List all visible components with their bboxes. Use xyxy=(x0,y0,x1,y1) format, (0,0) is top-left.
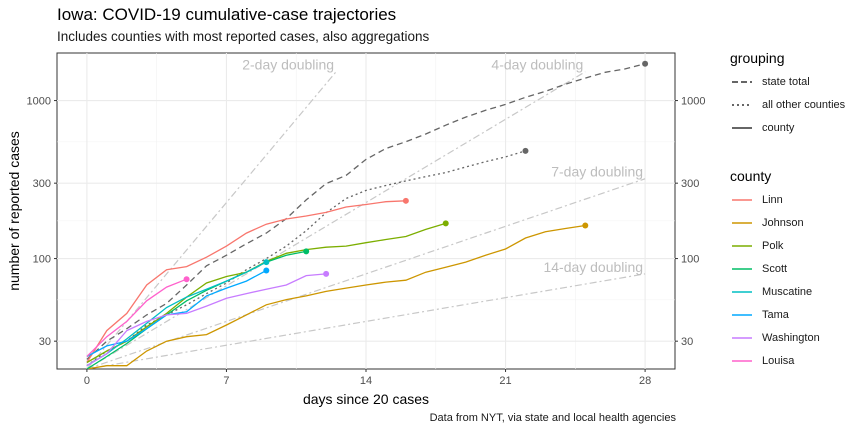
y-axis-title: number of reported cases xyxy=(6,131,22,291)
legend-key-tama xyxy=(732,313,752,316)
chart-subtitle: Includes counties with most reported cas… xyxy=(57,29,430,44)
legend-key-scott xyxy=(732,267,752,270)
x-axis-title: days since 20 cases xyxy=(303,391,429,407)
series-endpoint-johnson xyxy=(582,222,589,229)
legend-label-johnson: Johnson xyxy=(762,216,804,229)
series-line-tama xyxy=(86,269,267,358)
y-tick-label-right: 300 xyxy=(681,178,699,190)
series-endpoint-polk xyxy=(442,220,449,227)
chart-caption: Data from NYT, via state and local healt… xyxy=(429,412,676,424)
y-tick-label-left: 30 xyxy=(39,336,51,348)
series-endpoint-tama xyxy=(263,267,270,274)
x-tick-label: 21 xyxy=(499,375,511,387)
doubling-label: 14-day doubling xyxy=(543,259,643,275)
series-line-muscatine xyxy=(86,261,267,367)
series-line-louisa xyxy=(86,278,187,357)
legend-label-louisa: Louisa xyxy=(762,354,795,367)
legend-label-washington: Washington xyxy=(762,331,820,344)
legend-key-johnson xyxy=(732,221,752,224)
legend-label-tama: Tama xyxy=(762,308,789,321)
legend-key-all-other-counties xyxy=(732,103,752,106)
series-line-linn xyxy=(86,200,406,363)
legend-county-title: county xyxy=(730,168,772,184)
doubling-label: 7-day doubling xyxy=(551,164,643,180)
legend-label-linn: Linn xyxy=(762,193,783,206)
legend-key-muscatine xyxy=(732,290,752,293)
y-tick-label-right: 1000 xyxy=(681,96,705,108)
legend-label-county: county xyxy=(762,121,795,134)
legend-item-all-other-counties: all other counties xyxy=(730,93,845,116)
chart-title: Iowa: COVID-19 cumulative-case trajector… xyxy=(57,5,397,24)
legend-key-county xyxy=(732,126,752,129)
doubling-label: 4-day doubling xyxy=(491,57,583,73)
legend-item-linn: Linn xyxy=(730,188,820,211)
series-line-state-total xyxy=(86,63,646,360)
legend-grouping-title: grouping xyxy=(730,50,785,66)
series-line-washington xyxy=(86,273,327,367)
legend-county: county Linn Johnson Polk Scott Muscatine Tama… xyxy=(730,168,820,372)
series-endpoint-washington xyxy=(323,270,330,277)
legend-item-tama: Tama xyxy=(730,303,820,326)
series-endpoint-louisa xyxy=(183,276,190,283)
doubling-line xyxy=(86,273,646,369)
legend-key-linn xyxy=(732,198,752,201)
y-tick-label-left: 300 xyxy=(33,178,51,190)
legend-key-polk xyxy=(732,244,752,247)
legend-item-johnson: Johnson xyxy=(730,211,820,234)
y-tick-label-left: 100 xyxy=(33,254,51,266)
legend-item-washington: Washington xyxy=(730,326,820,349)
legend-label-state-total: state total xyxy=(762,75,810,88)
legend-item-louisa: Louisa xyxy=(730,349,820,372)
legend-grouping: grouping state total all other counties co… xyxy=(730,50,845,139)
series-endpoint-linn xyxy=(402,197,409,204)
series-endpoint-scott xyxy=(303,248,310,255)
legend-item-county: county xyxy=(730,116,845,139)
legend-item-polk: Polk xyxy=(730,234,820,257)
legend-label-muscatine: Muscatine xyxy=(762,285,813,298)
y-tick-label-right: 100 xyxy=(681,254,699,266)
legend-key-washington xyxy=(732,336,752,339)
series-endpoint-state-total xyxy=(642,60,649,67)
y-tick-label-left: 1000 xyxy=(27,96,51,108)
doubling-label: 2-day doubling xyxy=(242,57,334,73)
series-endpoint-all-other-counties xyxy=(522,147,529,154)
legend-key-state-total xyxy=(732,80,752,83)
legend-item-state-total: state total xyxy=(730,70,845,93)
x-tick-label: 7 xyxy=(223,375,229,387)
plot-data: 2-day doubling 4-day doubling 7-day doubli… xyxy=(86,57,649,369)
legend-label-polk: Polk xyxy=(762,239,784,252)
series-line-scott xyxy=(86,250,307,369)
x-tick-label: 14 xyxy=(360,375,372,387)
series-endpoint-muscatine xyxy=(263,259,270,266)
legend-label-scott: Scott xyxy=(762,262,788,275)
x-tick-label: 0 xyxy=(84,375,90,387)
legend-label-all-other-counties: all other counties xyxy=(762,98,846,111)
x-tick-label: 28 xyxy=(639,375,651,387)
legend-item-muscatine: Muscatine xyxy=(730,280,820,303)
series-line-johnson xyxy=(86,224,586,369)
doubling-line xyxy=(86,178,646,369)
legend-key-louisa xyxy=(732,359,752,362)
y-tick-label-right: 30 xyxy=(681,336,693,348)
doubling-line xyxy=(86,71,586,369)
legend-item-scott: Scott xyxy=(730,257,820,280)
